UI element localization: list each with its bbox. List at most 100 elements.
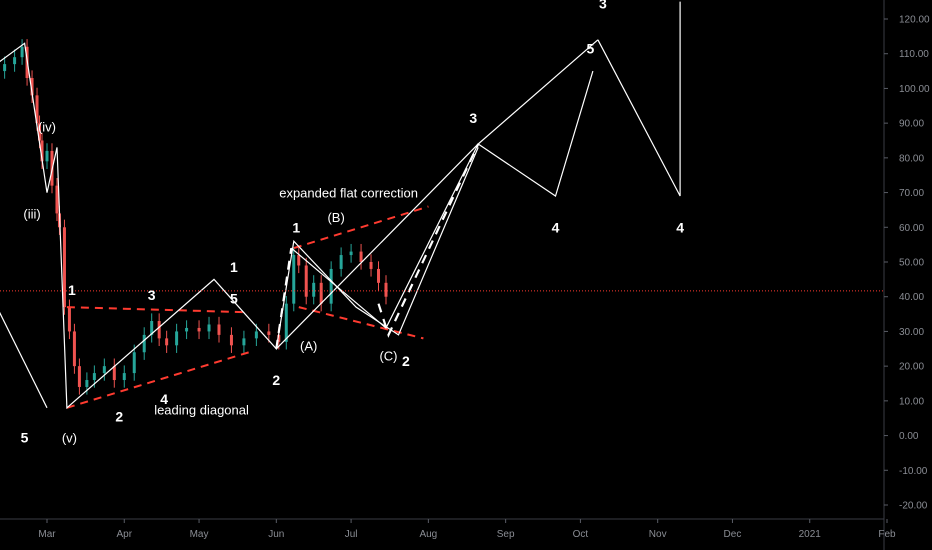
y-tick-label: 120.00 <box>899 15 930 26</box>
price-candle <box>284 303 288 342</box>
dashed-flat-upper <box>293 205 429 250</box>
price-candle <box>277 334 281 342</box>
price-candle <box>72 331 76 367</box>
wave-label: 3 <box>599 0 607 11</box>
price-candle <box>339 255 343 269</box>
price-candle <box>297 255 301 266</box>
wave-path-projection-1 <box>477 70 594 197</box>
wave-path-projection-2 <box>597 1 681 197</box>
price-candle <box>292 255 296 304</box>
price-candle <box>13 57 17 65</box>
price-candle <box>304 265 308 297</box>
x-tick-label: Nov <box>649 529 667 540</box>
x-tick-label: Apr <box>116 529 132 540</box>
price-candle <box>3 64 7 72</box>
x-tick-label: Dec <box>724 529 742 540</box>
price-candle <box>92 373 96 381</box>
y-tick-label: 60.00 <box>899 223 924 234</box>
y-tick-label: 30.00 <box>899 327 924 338</box>
price-candle <box>55 185 59 214</box>
price-candle <box>377 268 381 283</box>
price-candle <box>369 262 373 269</box>
y-tick-label: 100.00 <box>899 84 930 95</box>
wave-label: 3 <box>148 287 156 303</box>
price-candle <box>329 268 333 304</box>
x-tick-label: Feb <box>878 529 896 540</box>
x-tick-label: Jun <box>268 529 284 540</box>
y-tick-label: 50.00 <box>899 258 924 269</box>
dashed-alt-path <box>377 143 480 338</box>
wave-label: 2 <box>115 408 123 424</box>
price-candle <box>112 366 116 381</box>
price-candle <box>132 352 136 374</box>
y-tick-label: -10.00 <box>899 466 928 477</box>
price-candle <box>77 366 81 387</box>
price-candle <box>67 307 71 332</box>
y-tick-label: -20.00 <box>899 501 928 512</box>
price-candle <box>40 140 44 162</box>
wave-label: 1 <box>292 219 300 235</box>
price-candle <box>38 123 42 141</box>
wave-label: 3 <box>469 110 477 126</box>
y-tick-label: 10.00 <box>899 396 924 407</box>
wave-label: (iii) <box>23 206 40 221</box>
price-candle <box>142 334 146 353</box>
dashed-diagonal-upper <box>66 306 249 314</box>
y-axis[interactable]: -20.00 -10.00 0.00 10.00 20.00 30.00 40.00 50.0… <box>883 0 930 550</box>
price-candle <box>319 282 323 304</box>
price-candle <box>312 282 316 297</box>
price-candle <box>175 331 179 346</box>
x-tick-label: Mar <box>38 529 56 540</box>
y-tick-label: 20.00 <box>899 362 924 373</box>
wave-label: (B) <box>327 210 344 225</box>
price-candle <box>20 46 24 58</box>
y-tick-label: 90.00 <box>899 119 924 130</box>
price-candle <box>254 331 258 339</box>
x-tick-label: Jul <box>345 529 358 540</box>
wave-label: 1 <box>68 282 76 298</box>
x-tick-label: Oct <box>573 529 589 540</box>
y-tick-label: 80.00 <box>899 153 924 164</box>
price-candle <box>122 373 126 381</box>
price-candle <box>102 366 106 374</box>
annotation-text: expanded flat correction <box>279 186 418 201</box>
x-tick-label: Sep <box>497 529 515 540</box>
y-tick-label: 0.00 <box>899 431 919 442</box>
price-candle <box>207 324 211 332</box>
wave-label: 5 <box>586 41 594 57</box>
wave-label: (C) <box>379 349 397 364</box>
wave-label: 2 <box>402 353 410 369</box>
x-tick-label: 2021 <box>799 529 822 540</box>
wave-path-abc <box>290 143 479 329</box>
dashed-diagonal-lower <box>66 351 250 409</box>
price-candle <box>217 324 221 335</box>
wave-paths <box>0 1 681 410</box>
price-candle <box>150 321 154 335</box>
price-candle <box>45 150 49 162</box>
wave-label: (iv) <box>38 120 56 135</box>
price-candle <box>267 331 271 335</box>
dashed-flat-lower <box>298 306 424 340</box>
y-tick-label: 40.00 <box>899 292 924 303</box>
price-candle <box>30 78 34 96</box>
wave-label: 4 <box>160 391 168 407</box>
price-candle <box>85 380 89 387</box>
price-candle <box>62 227 66 308</box>
wave-label: (v) <box>62 430 77 445</box>
price-candle <box>349 251 353 256</box>
price-candle <box>165 338 169 346</box>
wave-label: 1 <box>230 259 238 275</box>
wave-label: (A) <box>300 338 317 353</box>
price-candle <box>229 334 233 346</box>
price-candle <box>242 338 246 346</box>
y-tick-label: 110.00 <box>899 49 929 60</box>
x-axis[interactable]: Mar Apr May Jun Jul Aug Sep Oct Nov Dec 2021 Feb <box>0 518 896 540</box>
wave-label: 2 <box>272 372 280 388</box>
price-candle <box>185 327 189 332</box>
y-tick-label: 70.00 <box>899 188 924 199</box>
price-candle <box>197 327 201 332</box>
x-tick-label: May <box>190 529 209 540</box>
x-tick-label: Aug <box>419 529 437 540</box>
price-candle <box>384 282 388 297</box>
annotation-text: leading diagonal <box>154 403 249 418</box>
